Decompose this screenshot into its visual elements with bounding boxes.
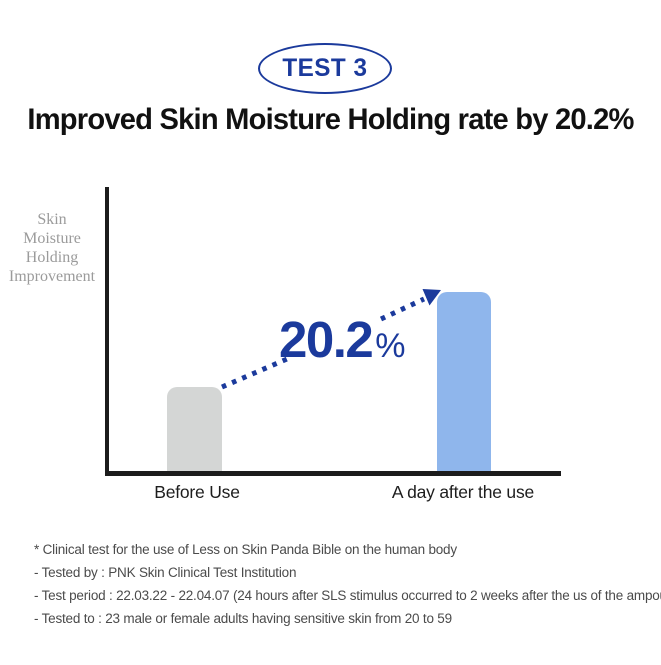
increase-arrow-head xyxy=(422,289,441,306)
x-axis-line xyxy=(105,471,561,476)
y-axis-label: Skin Moisture Holding Improvement xyxy=(0,210,104,286)
footnote-line: - Tested by : PNK Skin Clinical Test Ins… xyxy=(34,565,297,580)
x-label-before-use: Before Use xyxy=(154,482,240,502)
y-axis-label-line: Skin xyxy=(37,211,67,228)
y-axis-label-line: Moisture xyxy=(23,230,81,247)
y-axis-line xyxy=(105,187,109,476)
increase-arrow-segment-upper xyxy=(379,296,426,322)
y-axis-label-line: Improvement xyxy=(8,268,96,285)
bar-after-use xyxy=(437,292,491,471)
increase-arrow-segment-lower xyxy=(221,356,288,390)
y-axis-label-line: Holding xyxy=(25,249,79,266)
footnote-line: * Clinical test for the use of Less on S… xyxy=(34,542,457,557)
page-title: Improved Skin Moisture Holding rate by 2… xyxy=(27,103,634,136)
footnote-line: - Test period : 22.03.22 - 22.04.07 (24 … xyxy=(34,588,661,603)
bar-before-use xyxy=(167,387,222,471)
footnotes: * Clinical test for the use of Less on S… xyxy=(34,538,661,630)
test-number-badge: TEST 3 xyxy=(258,43,392,94)
increase-annotation-percent-sign: % xyxy=(375,327,406,365)
increase-annotation: 20.2 % xyxy=(279,310,406,369)
footnote-line: - Tested to : 23 male or female adults h… xyxy=(34,611,452,626)
increase-annotation-value: 20.2 xyxy=(279,311,374,368)
x-label-after-use: A day after the use xyxy=(391,482,535,502)
test-number-badge-label: TEST 3 xyxy=(282,54,368,82)
